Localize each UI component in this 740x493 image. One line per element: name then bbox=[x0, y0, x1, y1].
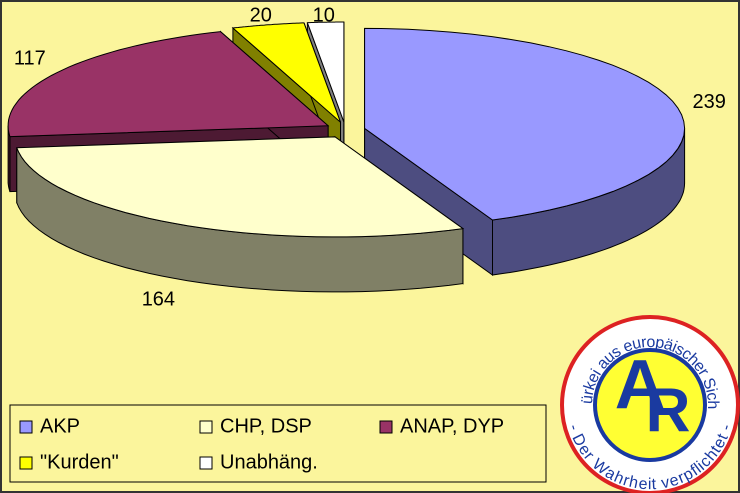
logo-disc bbox=[593, 348, 707, 462]
legend-label: Unabhäng. bbox=[220, 451, 318, 473]
legend-swatch bbox=[199, 420, 213, 434]
legend-swatch bbox=[379, 420, 393, 434]
logo-letter-r: R bbox=[646, 376, 691, 445]
slice bbox=[7, 31, 330, 138]
value-labels: 239 164 117 20 10 bbox=[14, 4, 726, 310]
legend-entries: AKP CHP, DSP ANAP, DYP "Kurden" Unabhäng. bbox=[19, 415, 504, 473]
legend bbox=[9, 404, 547, 483]
legend-label: "Kurden" bbox=[40, 451, 119, 473]
pie bbox=[7, 21, 686, 293]
logo-letter-a: A bbox=[615, 345, 666, 423]
legend-swatch bbox=[199, 456, 213, 470]
value-label: 10 bbox=[313, 4, 335, 26]
legend-swatch bbox=[19, 420, 33, 434]
slice bbox=[364, 27, 686, 221]
value-label: 117 bbox=[14, 48, 46, 70]
value-label: 20 bbox=[250, 4, 272, 26]
slice bbox=[231, 22, 341, 123]
legend-label: ANAP, DYP bbox=[400, 415, 504, 437]
slice bbox=[16, 136, 465, 238]
value-label: 164 bbox=[142, 288, 175, 310]
legend-label: AKP bbox=[40, 415, 80, 437]
value-label: 239 bbox=[692, 91, 725, 113]
slice bbox=[306, 21, 345, 123]
legend-swatch bbox=[19, 456, 33, 470]
legend-label: CHP, DSP bbox=[220, 415, 312, 437]
